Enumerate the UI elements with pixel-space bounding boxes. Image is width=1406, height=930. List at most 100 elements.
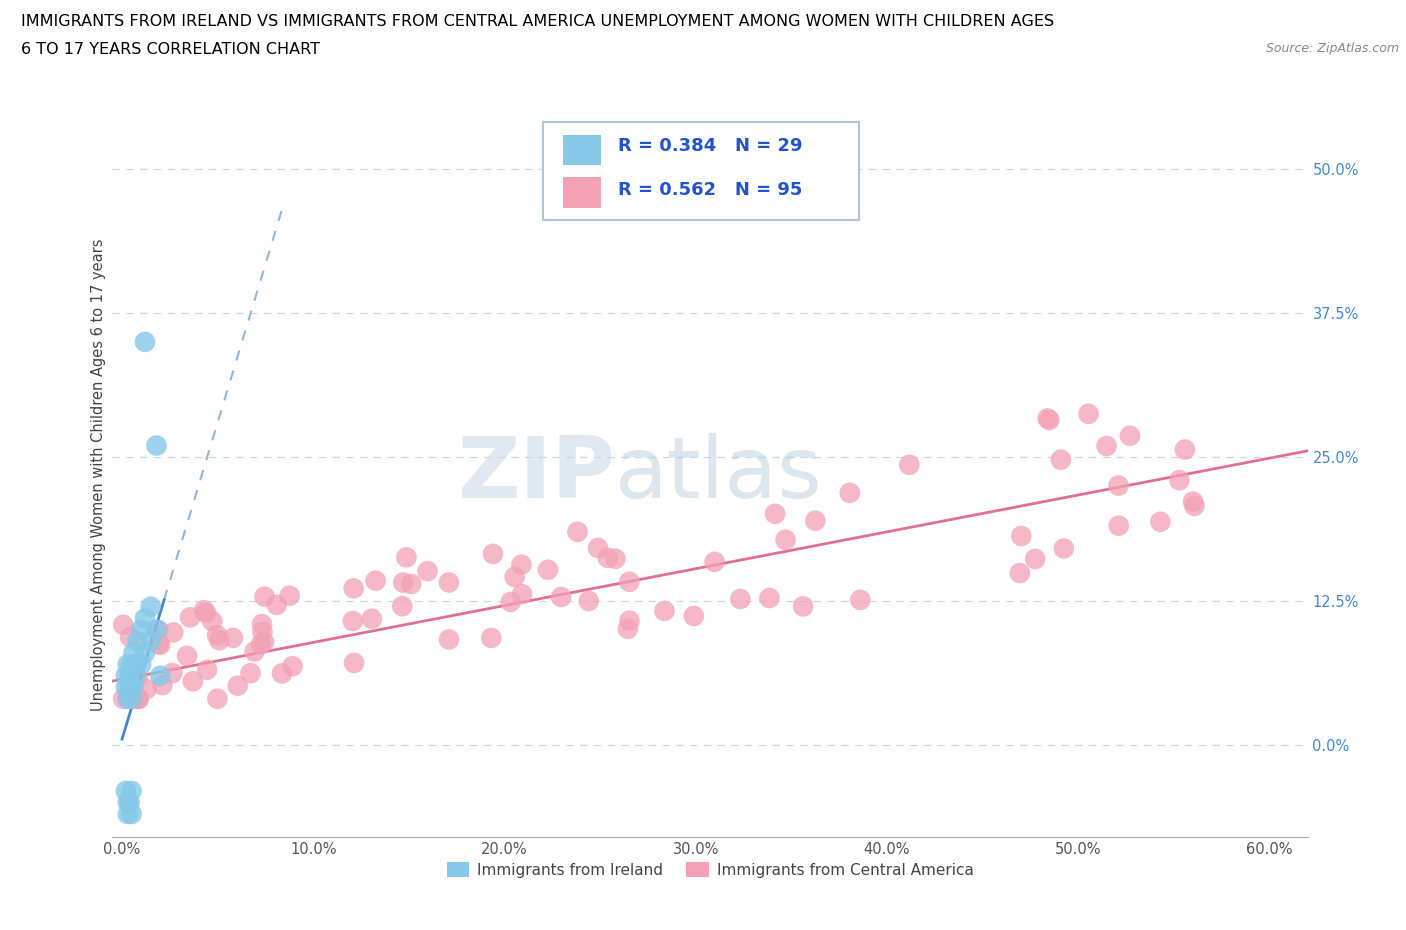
Point — [849, 592, 872, 607]
Point — [730, 591, 752, 606]
Point — [124, 691, 146, 706]
Point — [416, 564, 439, 578]
Point — [128, 691, 150, 706]
Point — [792, 599, 814, 614]
Point — [619, 575, 641, 590]
Point — [115, 680, 138, 695]
Point — [437, 575, 460, 590]
Point — [1008, 565, 1031, 580]
Point — [117, 691, 139, 706]
Point — [253, 590, 276, 604]
Point — [139, 599, 162, 614]
Point — [226, 678, 249, 693]
Point — [179, 610, 201, 625]
Point — [152, 678, 174, 693]
Point — [129, 657, 152, 671]
Point — [1149, 514, 1171, 529]
Point — [1108, 518, 1130, 533]
Point — [115, 783, 138, 798]
Point — [391, 599, 413, 614]
Point — [134, 645, 156, 660]
Legend: Immigrants from Ireland, Immigrants from Central America: Immigrants from Ireland, Immigrants from… — [440, 856, 980, 884]
Point — [115, 669, 138, 684]
Point — [162, 625, 184, 640]
Point — [118, 669, 141, 684]
Text: R = 0.384   N = 29: R = 0.384 N = 29 — [619, 137, 803, 155]
Point — [208, 632, 231, 647]
Point — [120, 630, 142, 644]
Point — [1050, 452, 1073, 467]
Y-axis label: Unemployment Among Women with Children Ages 6 to 17 years: Unemployment Among Women with Children A… — [90, 238, 105, 711]
Point — [619, 613, 641, 628]
Point — [278, 589, 301, 604]
Point — [1038, 413, 1060, 428]
Point — [129, 622, 152, 637]
Point — [510, 587, 533, 602]
Point — [401, 577, 423, 591]
Text: 6 TO 17 YEARS CORRELATION CHART: 6 TO 17 YEARS CORRELATION CHART — [21, 42, 321, 57]
Point — [205, 628, 228, 643]
Point — [617, 621, 640, 636]
Point — [127, 670, 149, 684]
Point — [162, 666, 184, 681]
Point — [775, 532, 797, 547]
Point — [145, 622, 167, 637]
Point — [550, 590, 572, 604]
Point — [364, 573, 387, 588]
Point — [271, 666, 294, 681]
Point — [1077, 406, 1099, 421]
Bar — [562, 135, 602, 166]
Point — [763, 506, 786, 521]
Point — [121, 657, 143, 671]
Point — [122, 680, 145, 695]
Point — [124, 669, 146, 684]
Point — [1010, 528, 1032, 543]
Point — [121, 783, 143, 798]
Point — [127, 634, 149, 649]
Point — [176, 648, 198, 663]
FancyBboxPatch shape — [543, 123, 859, 220]
Bar — [562, 178, 602, 207]
Point — [1182, 494, 1205, 509]
Point — [148, 622, 170, 637]
Point — [1108, 478, 1130, 493]
Point — [804, 513, 827, 528]
Point — [266, 597, 288, 612]
Point — [122, 645, 145, 660]
Point — [207, 691, 229, 706]
Point — [654, 604, 676, 618]
Point — [1119, 429, 1142, 444]
Point — [127, 691, 149, 706]
Point — [195, 662, 218, 677]
Point — [510, 557, 533, 572]
Point — [252, 624, 274, 639]
Text: R = 0.562   N = 95: R = 0.562 N = 95 — [619, 180, 803, 199]
Point — [195, 605, 218, 620]
Point — [683, 608, 706, 623]
Point — [250, 637, 273, 652]
Point — [121, 691, 143, 706]
Point — [139, 634, 162, 649]
Point — [117, 691, 139, 706]
Point — [121, 806, 143, 821]
Point — [586, 540, 609, 555]
Point — [482, 547, 505, 562]
Point — [181, 674, 204, 689]
Point — [112, 618, 135, 632]
Point — [838, 485, 860, 500]
Point — [149, 669, 172, 684]
Point — [479, 631, 502, 645]
Point — [134, 335, 156, 350]
Point — [243, 644, 266, 659]
Point — [193, 603, 215, 618]
Point — [578, 593, 600, 608]
Point — [343, 656, 366, 671]
Text: atlas: atlas — [614, 432, 823, 516]
Point — [201, 614, 224, 629]
Point — [117, 795, 139, 810]
Point — [117, 806, 139, 821]
Point — [567, 525, 589, 539]
Point — [1174, 442, 1197, 457]
Point — [342, 614, 364, 629]
Point — [758, 591, 780, 605]
